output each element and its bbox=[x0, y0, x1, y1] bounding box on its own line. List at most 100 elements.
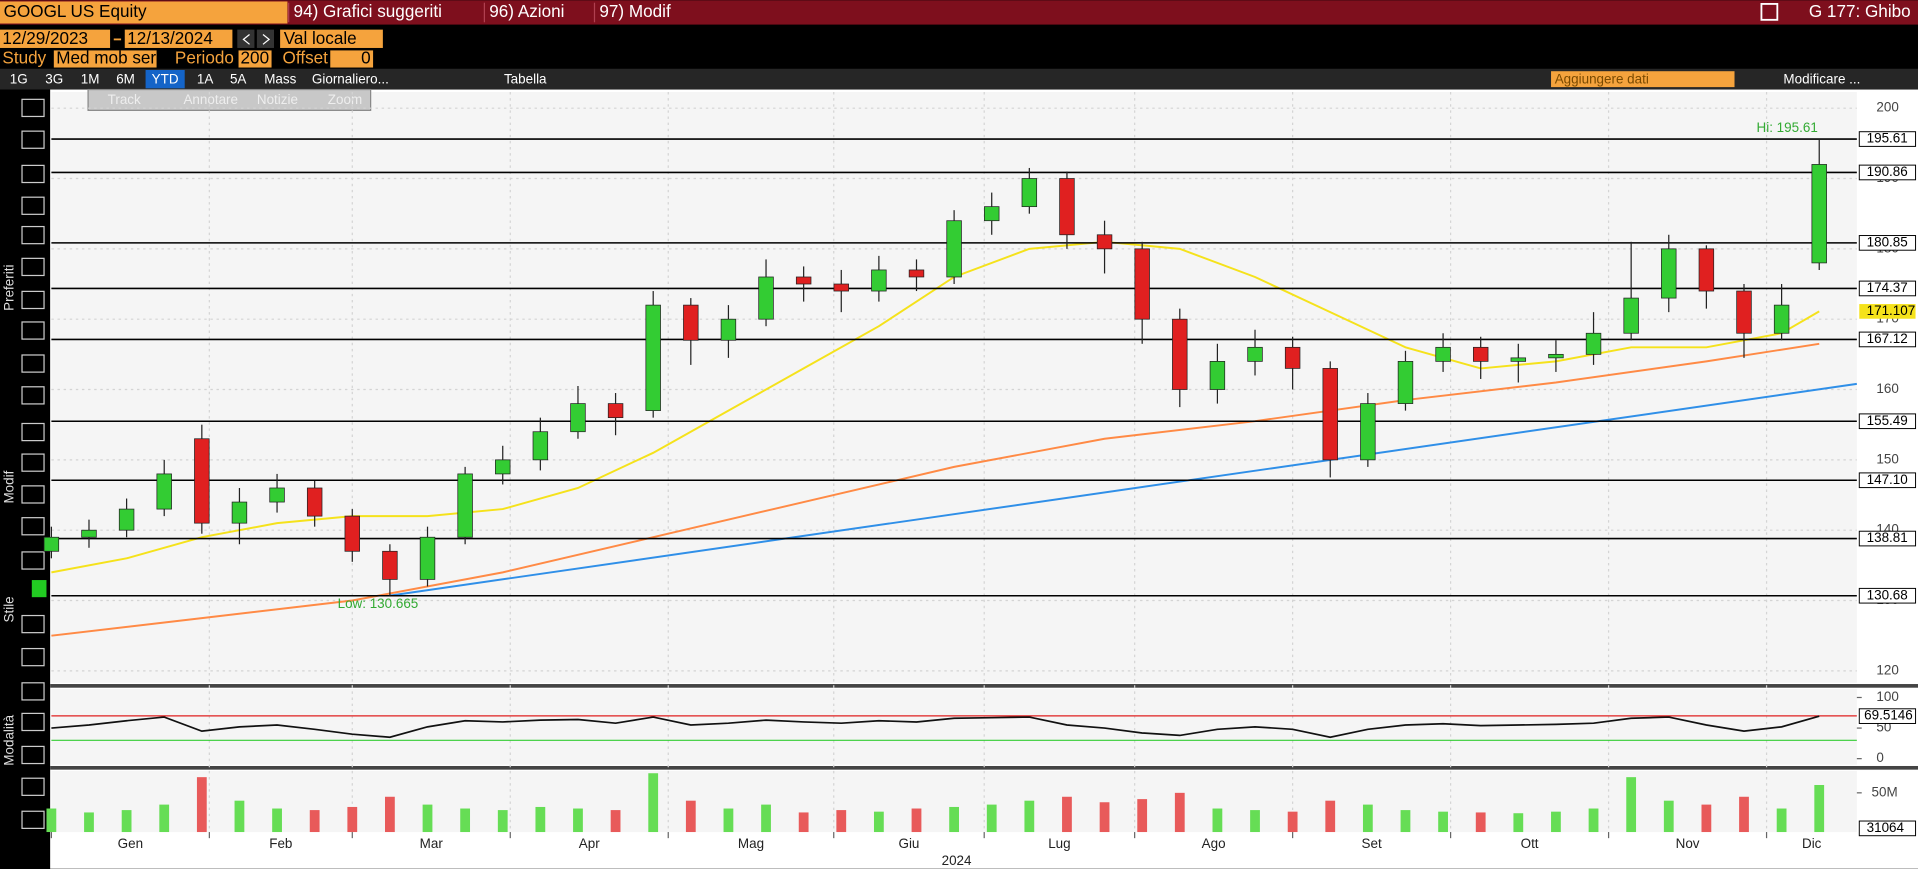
ma-label-box bbox=[1859, 304, 1916, 319]
candle-body bbox=[645, 304, 661, 411]
period-label: Periodo bbox=[175, 48, 234, 67]
candle-body bbox=[1548, 353, 1564, 359]
volume-bar bbox=[911, 808, 922, 833]
candle-body bbox=[81, 529, 97, 538]
tool-icon[interactable] bbox=[21, 777, 45, 796]
volume-bar bbox=[1739, 796, 1749, 833]
y-tick-label: 0 bbox=[1876, 750, 1883, 765]
volume-bar bbox=[347, 806, 358, 833]
tool-icon[interactable] bbox=[21, 453, 45, 472]
level-label-box bbox=[1858, 530, 1917, 547]
x-tick-label: Ago bbox=[1202, 836, 1226, 851]
volume-bar bbox=[1438, 811, 1448, 833]
menu-item[interactable]: 96) Azioni bbox=[489, 2, 564, 21]
menu-item[interactable]: 94) Grafici suggeriti bbox=[294, 2, 442, 21]
tool-icon[interactable] bbox=[21, 422, 45, 442]
volume-bar bbox=[1701, 804, 1712, 833]
tool-icon[interactable] bbox=[21, 712, 45, 732]
candle-body bbox=[43, 536, 60, 552]
candle-body bbox=[1510, 357, 1527, 362]
next-arrow bbox=[262, 34, 271, 45]
tool-icon[interactable] bbox=[21, 551, 45, 570]
tool-icon[interactable] bbox=[21, 321, 45, 340]
candle-body bbox=[1172, 318, 1188, 390]
tab[interactable]: 5A bbox=[230, 71, 246, 86]
tab[interactable]: 3G bbox=[45, 71, 63, 86]
candle-body bbox=[1284, 346, 1301, 369]
offset-label: Offset bbox=[283, 48, 329, 67]
tool-icon[interactable] bbox=[21, 354, 45, 373]
tool[interactable]: Zoom bbox=[328, 92, 362, 107]
add-data-box[interactable] bbox=[1551, 71, 1735, 88]
side-label: Preferiti bbox=[1, 265, 16, 311]
tab[interactable]: Mass bbox=[264, 71, 296, 86]
ticker-box[interactable] bbox=[0, 1, 288, 24]
volume-label: 31064 bbox=[1867, 820, 1905, 835]
export-icon[interactable] bbox=[1760, 3, 1779, 21]
window-title: G 177: Ghibo bbox=[1809, 2, 1911, 21]
tool[interactable]: Notizie bbox=[257, 92, 298, 107]
tool-icon[interactable] bbox=[21, 386, 45, 405]
level-label: 138.81 bbox=[1867, 530, 1908, 545]
volume-bar bbox=[1588, 808, 1599, 833]
tab[interactable]: Giornaliero... bbox=[312, 71, 389, 86]
next-button[interactable] bbox=[256, 29, 274, 48]
level-label-box bbox=[1858, 131, 1917, 147]
start-date-box[interactable] bbox=[0, 29, 111, 48]
candle-body bbox=[1059, 178, 1075, 236]
level-label-box bbox=[1858, 331, 1917, 348]
end-date-box[interactable] bbox=[124, 29, 233, 48]
candle-body bbox=[683, 304, 699, 341]
level-label-box bbox=[1858, 164, 1917, 181]
tab-bar bbox=[0, 68, 1918, 90]
tab[interactable]: 1A bbox=[197, 71, 213, 86]
tool[interactable]: Annotare bbox=[183, 92, 238, 107]
table-button[interactable]: Tabella bbox=[504, 71, 547, 86]
volume-bar bbox=[836, 810, 847, 833]
tool-icon[interactable] bbox=[21, 745, 45, 765]
tab[interactable]: 1G bbox=[10, 71, 28, 86]
tool[interactable]: Track bbox=[108, 92, 141, 107]
candle-body bbox=[1360, 403, 1376, 461]
offset-box[interactable] bbox=[330, 50, 374, 68]
x-tick-label: Lug bbox=[1048, 836, 1070, 851]
x-tick-label: Ott bbox=[1521, 836, 1539, 851]
tool-icon[interactable] bbox=[21, 225, 45, 245]
tool-icon[interactable] bbox=[21, 290, 45, 310]
tool-icon[interactable] bbox=[21, 647, 45, 667]
volume-bar bbox=[422, 804, 433, 833]
tab[interactable]: YTD bbox=[152, 71, 179, 86]
currency-box[interactable] bbox=[280, 29, 383, 48]
candle-body bbox=[1472, 346, 1489, 362]
tool-icon[interactable] bbox=[21, 164, 45, 184]
candle-body bbox=[1661, 248, 1677, 299]
prev-button[interactable] bbox=[237, 29, 255, 48]
tool-icon[interactable] bbox=[21, 257, 45, 277]
annotation: Low: 130.665 bbox=[338, 596, 419, 611]
volume-bar bbox=[873, 811, 884, 833]
candle-body bbox=[833, 283, 849, 292]
period-box[interactable] bbox=[238, 50, 272, 68]
candle-body bbox=[1247, 346, 1263, 362]
candle-body bbox=[908, 269, 925, 278]
rsi-line bbox=[51, 715, 1820, 739]
currency: Val locale bbox=[284, 29, 357, 48]
study-box[interactable] bbox=[53, 50, 157, 68]
color-swatch[interactable] bbox=[31, 580, 47, 598]
tool-icon[interactable] bbox=[21, 485, 45, 504]
ma-label: 171.107 bbox=[1867, 303, 1916, 318]
tool-icon[interactable] bbox=[21, 130, 45, 149]
tool-icon[interactable] bbox=[21, 196, 45, 215]
tab[interactable]: 6M bbox=[116, 71, 135, 86]
edit-button[interactable]: Modificare ... bbox=[1783, 71, 1860, 86]
tool-icon[interactable] bbox=[21, 517, 45, 536]
tool-icon[interactable] bbox=[21, 98, 45, 118]
candle-body bbox=[1021, 178, 1038, 208]
tool-icon[interactable] bbox=[21, 614, 45, 634]
candle-body bbox=[1134, 248, 1150, 320]
tool-icon[interactable] bbox=[21, 810, 45, 829]
candle-body bbox=[457, 473, 473, 538]
menu-item[interactable]: 97) Modif bbox=[599, 2, 671, 21]
tool-icon[interactable] bbox=[21, 682, 45, 701]
tab[interactable]: 1M bbox=[81, 71, 100, 86]
